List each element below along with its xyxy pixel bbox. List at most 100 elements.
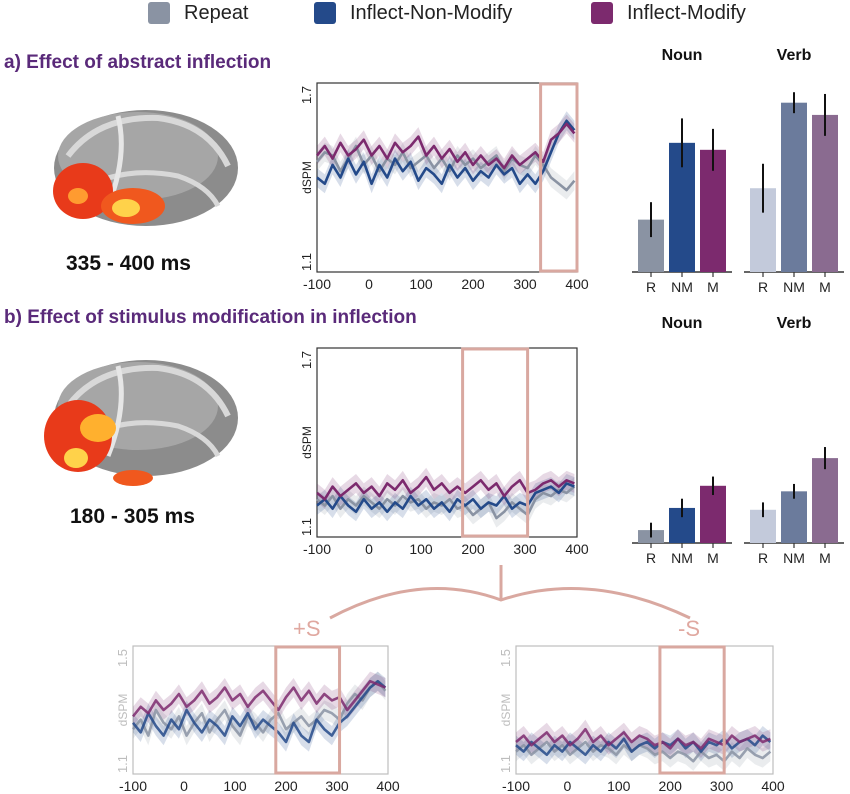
chart-plus-s: -100 0 100 200 300 400 1.5 1.1 dSPM bbox=[115, 645, 400, 794]
bar-group-title: Noun bbox=[662, 315, 703, 332]
bar-verb-m bbox=[812, 114, 838, 272]
x-tick-label: 0 bbox=[180, 778, 188, 794]
x-tick-label: 300 bbox=[325, 778, 349, 794]
line-repeat bbox=[316, 485, 576, 520]
connector-arc bbox=[329, 586, 691, 620]
chart-a-bars: Noun R NM M Verb R NM M bbox=[632, 47, 844, 295]
y-tick-label: 1.1 bbox=[299, 253, 314, 271]
line-modify bbox=[515, 727, 771, 750]
panel-b-window-label: 180 - 305 ms bbox=[70, 505, 195, 528]
x-tick-label: 100 bbox=[409, 276, 433, 292]
legend-modify: Inflect-Modify bbox=[591, 0, 746, 26]
x-tick-label: -100 bbox=[502, 778, 530, 794]
legend-repeat: Repeat bbox=[148, 0, 249, 26]
legend-label-repeat: Repeat bbox=[184, 1, 249, 24]
highlight-window bbox=[461, 347, 530, 538]
bar-category-label: M bbox=[819, 550, 831, 566]
band-modify bbox=[133, 671, 386, 726]
plot-frame bbox=[316, 347, 578, 538]
highlight-window bbox=[274, 645, 342, 775]
chart-b-timecourse: -100 0 100 200 300 400 1.7 1.1 dSPM bbox=[299, 347, 589, 557]
bar-noun-m bbox=[700, 485, 726, 543]
y-axis-label: dSPM bbox=[116, 694, 130, 727]
legend-swatch-repeat bbox=[148, 2, 170, 24]
legend-nonmodify: Inflect-Non-Modify bbox=[314, 0, 512, 26]
bar-verb-m bbox=[812, 458, 838, 543]
legend-label-nonmodify: Inflect-Non-Modify bbox=[350, 1, 513, 24]
x-tick-label: 300 bbox=[513, 276, 537, 292]
x-tick-label: 100 bbox=[409, 541, 433, 557]
y-tick-label: 1.1 bbox=[115, 755, 130, 773]
x-tick-label: -100 bbox=[303, 276, 331, 292]
bar-category-label: NM bbox=[783, 550, 805, 566]
x-tick-label: 200 bbox=[659, 778, 683, 794]
panel-b-title: b) Effect of stimulus modification in in… bbox=[4, 307, 417, 328]
chart-minus-s: -100 0 100 200 300 400 1.5 1.1 dSPM bbox=[498, 645, 785, 794]
bar-category-label: NM bbox=[671, 550, 693, 566]
highlight-window bbox=[539, 82, 579, 273]
minus-s-label: -S bbox=[678, 616, 700, 641]
line-repeat bbox=[315, 144, 576, 192]
plot-frame bbox=[132, 645, 389, 775]
bar-category-label: R bbox=[758, 550, 768, 566]
panel-a-title: a) Effect of abstract inflection bbox=[4, 52, 272, 73]
y-axis-label: dSPM bbox=[499, 694, 513, 727]
bar-category-label: NM bbox=[783, 279, 805, 295]
bar-group-title: Verb bbox=[777, 47, 812, 64]
x-tick-label: 300 bbox=[513, 541, 537, 557]
bar-category-label: NM bbox=[671, 279, 693, 295]
band-repeat bbox=[317, 136, 575, 200]
legend-swatch-nonmodify bbox=[314, 2, 336, 24]
brain-image-a bbox=[53, 110, 238, 226]
x-tick-label: 400 bbox=[565, 276, 589, 292]
x-tick-label: 400 bbox=[376, 778, 400, 794]
legend-swatch-modify bbox=[591, 2, 613, 24]
x-tick-label: 400 bbox=[565, 541, 589, 557]
brain-image-b bbox=[44, 360, 238, 486]
y-axis-label: dSPM bbox=[300, 161, 314, 194]
y-tick-label: 1.7 bbox=[299, 351, 314, 369]
x-tick-label: -100 bbox=[119, 778, 147, 794]
plot-frame bbox=[515, 645, 774, 775]
x-tick-label: 300 bbox=[710, 778, 734, 794]
bar-group-title: Verb bbox=[777, 315, 812, 332]
x-tick-label: -100 bbox=[303, 541, 331, 557]
y-tick-label: 1.5 bbox=[115, 649, 130, 667]
line-modify bbox=[316, 475, 575, 501]
y-tick-label: 1.7 bbox=[299, 86, 314, 104]
band-nonmodify bbox=[133, 671, 386, 752]
line-nonmodify bbox=[515, 734, 772, 757]
bar-category-label: M bbox=[707, 279, 719, 295]
chart-b-bars: Noun R NM M Verb R NM M bbox=[632, 315, 844, 566]
highlight-window bbox=[658, 645, 726, 775]
band-modify bbox=[516, 719, 771, 758]
x-tick-label: 200 bbox=[274, 778, 298, 794]
bar-verb-nm bbox=[781, 491, 807, 543]
chart-a-timecourse: -100 0 100 200 300 400 1.7 1.1 dSPM bbox=[299, 82, 589, 292]
line-modify bbox=[315, 122, 576, 170]
plus-s-label: +S bbox=[293, 616, 321, 641]
x-tick-label: 100 bbox=[223, 778, 247, 794]
band-repeat bbox=[516, 732, 771, 771]
x-tick-label: 200 bbox=[461, 541, 485, 557]
band-nonmodify bbox=[516, 726, 771, 765]
band-nonmodify bbox=[317, 111, 575, 194]
bar-group-title: Noun bbox=[662, 47, 703, 64]
panel-a-window-label: 335 - 400 ms bbox=[66, 252, 191, 275]
y-tick-label: 1.1 bbox=[498, 755, 513, 773]
legend-label-modify: Inflect-Modify bbox=[627, 1, 746, 24]
bar-category-label: R bbox=[646, 550, 656, 566]
band-nonmodify bbox=[317, 474, 575, 522]
bar-category-label: R bbox=[646, 279, 656, 295]
x-tick-label: 200 bbox=[461, 276, 485, 292]
y-tick-label: 1.5 bbox=[498, 649, 513, 667]
bar-category-label: M bbox=[819, 279, 831, 295]
bar-category-label: R bbox=[758, 279, 768, 295]
bar-category-label: M bbox=[707, 550, 719, 566]
y-tick-label: 1.1 bbox=[299, 518, 314, 536]
x-tick-label: 100 bbox=[607, 778, 631, 794]
line-nonmodify bbox=[316, 119, 576, 186]
line-nonmodify bbox=[316, 482, 575, 514]
x-tick-label: 400 bbox=[761, 778, 785, 794]
split-connector bbox=[329, 565, 691, 620]
